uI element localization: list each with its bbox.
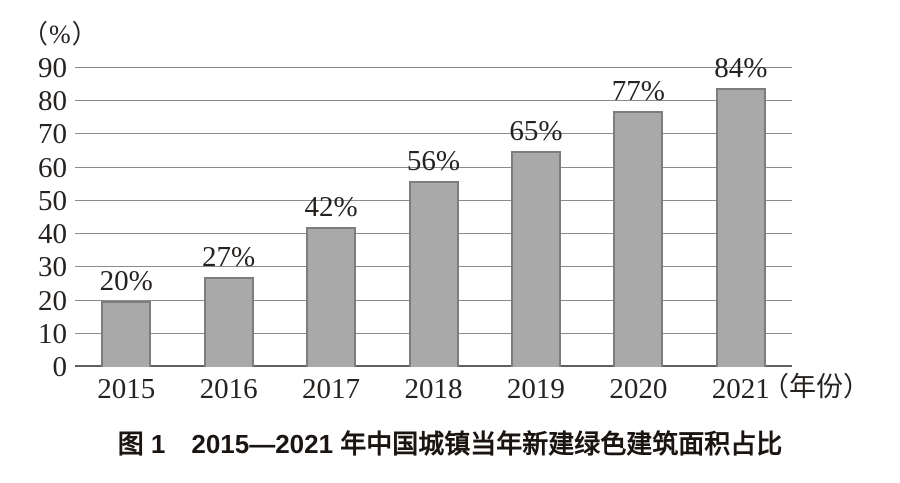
y-tick-label-90: 90 [38,52,67,84]
bar-2017 [306,227,357,367]
y-tick-label-30: 30 [38,251,67,284]
gridline-90 [75,67,792,68]
bar-value-label-2021: 84% [714,51,768,84]
figure-caption: 图 1 2015—2021 年中国城镇当年新建绿色建筑面积占比 [117,429,783,459]
bar-2016 [203,277,254,367]
x-tick-label-2018: 2018 [404,373,463,405]
y-tick-label-40: 40 [38,218,67,251]
gridline-70 [75,133,792,134]
y-tick-label-60: 60 [38,151,67,184]
bar-value-label-2019: 65% [509,115,563,148]
y-tick-label-0: 0 [52,351,68,383]
x-tick-label-2017: 2017 [302,373,361,405]
bar-value-label-2018: 56% [406,144,461,177]
bar-2019 [510,151,561,367]
y-tick-label-10: 10 [38,317,67,350]
y-axis-unit-label: （%） [22,20,99,49]
x-tick-label-2015: 2015 [97,373,156,405]
x-tick-label-2020: 2020 [609,373,668,405]
x-axis-unit-label: （年份） [762,372,870,402]
gridline-80 [75,100,792,101]
y-tick-label-20: 20 [38,284,67,317]
y-tick-label-50: 50 [38,184,67,217]
bar-2015 [101,301,152,367]
bar-2021 [715,88,766,367]
bar-value-label-2020: 77% [611,75,665,108]
y-tick-label-70: 70 [38,118,67,151]
plot-area: 0 10 20 30 40 50 60 70 80 90 20% 2015 27% 2016 42% 2017… [38,52,792,405]
bar-2018 [408,181,459,367]
bar-value-label-2017: 42% [304,191,358,224]
bar-value-label-2015: 20% [99,264,153,297]
gridline-60 [75,167,792,168]
bar-2020 [613,111,664,367]
x-tick-label-2021: 2021 [711,373,770,405]
x-tick-label-2016: 2016 [199,373,258,405]
x-tick-label-2019: 2019 [506,373,565,405]
y-tick-label-80: 80 [38,85,67,118]
bar-value-label-2016: 27% [202,241,256,274]
